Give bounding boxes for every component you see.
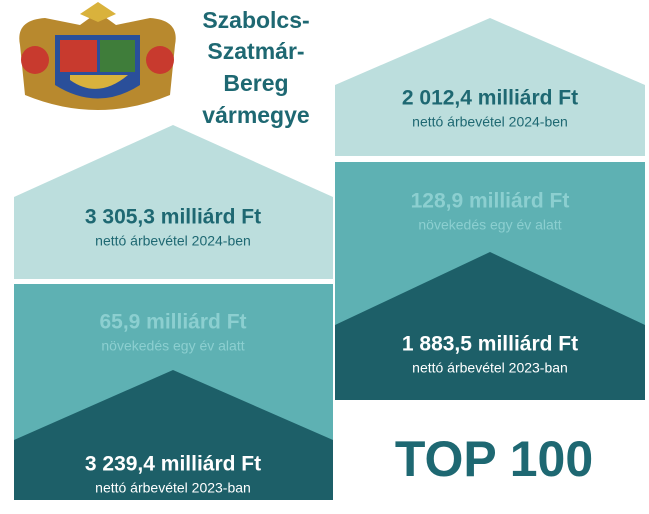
top100-revenue-2023-block [335,252,645,400]
amount: 65,9 milliárd Ft [99,311,246,334]
county-revenue-2024-block [14,125,333,279]
amount: 1 883,5 milliárd Ft [402,333,578,356]
caption: nettó árbevétel 2024-ben [412,114,568,130]
amount: 2 012,4 milliárd Ft [402,87,578,110]
title-line: vármegye [202,102,309,128]
caption: nettó árbevétel 2023-ban [412,360,568,376]
amount: 3 239,4 milliárd Ft [85,453,261,476]
caption: nettó árbevétel 2023-ban [95,480,251,496]
amount: 128,9 milliárd Ft [411,190,570,213]
badge: TOP 100 [395,431,593,487]
caption: növekedés egy év alatt [418,217,561,233]
county-revenue-2023-block [14,370,333,500]
caption: nettó árbevétel 2024-ben [95,233,251,249]
top100-revenue-2024-block [335,18,645,156]
amount: 3 305,3 milliárd Ft [85,206,261,229]
coat-of-arms [19,2,176,110]
title-line: Bereg [223,70,288,96]
title-line: Szabolcs- [202,7,309,33]
caption: növekedés egy év alatt [101,338,244,354]
title-line: Szatmár- [207,38,304,64]
